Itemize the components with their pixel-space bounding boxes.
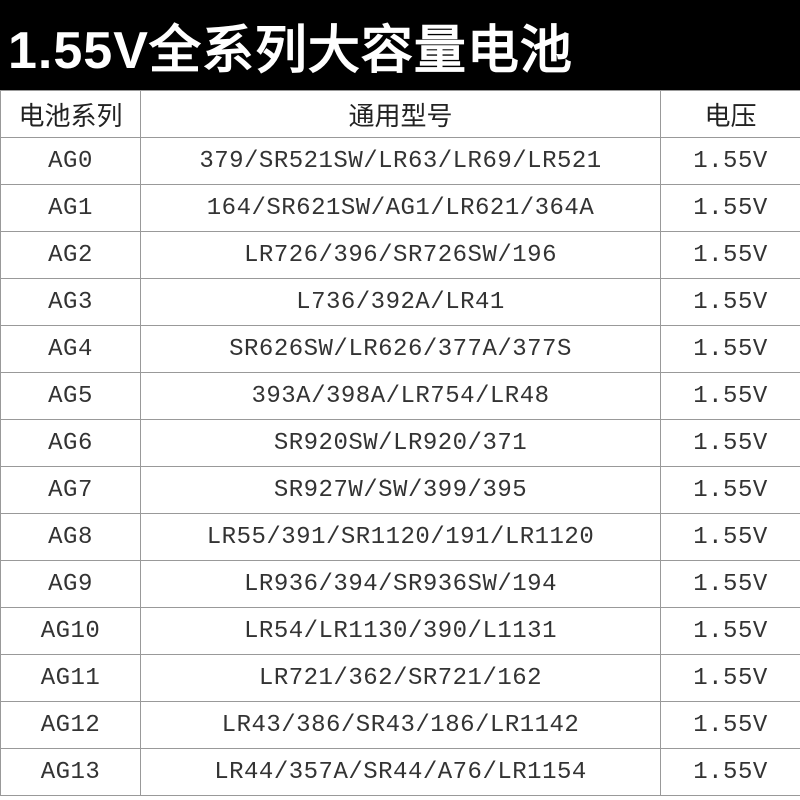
cell-voltage: 1.55V bbox=[661, 561, 800, 608]
table-row: AG12LR43/386/SR43/186/LR11421.55V bbox=[1, 702, 800, 749]
table-row: AG3L736/392A/LR411.55V bbox=[1, 279, 800, 326]
cell-voltage: 1.55V bbox=[661, 232, 800, 279]
cell-voltage: 1.55V bbox=[661, 420, 800, 467]
cell-voltage: 1.55V bbox=[661, 138, 800, 185]
table-row: AG2LR726/396/SR726SW/1961.55V bbox=[1, 232, 800, 279]
cell-series: AG8 bbox=[1, 514, 141, 561]
cell-voltage: 1.55V bbox=[661, 655, 800, 702]
cell-series: AG4 bbox=[1, 326, 141, 373]
cell-series: AG7 bbox=[1, 467, 141, 514]
page-title: 1.55V全系列大容量电池 bbox=[0, 0, 800, 90]
cell-model: SR920SW/LR920/371 bbox=[141, 420, 661, 467]
table-row: AG13LR44/357A/SR44/A76/LR11541.55V bbox=[1, 749, 800, 796]
cell-model: SR626SW/LR626/377A/377S bbox=[141, 326, 661, 373]
cell-voltage: 1.55V bbox=[661, 373, 800, 420]
cell-series: AG9 bbox=[1, 561, 141, 608]
cell-series: AG13 bbox=[1, 749, 141, 796]
cell-series: AG3 bbox=[1, 279, 141, 326]
battery-table: 电池系列 通用型号 电压 AG0379/SR521SW/LR63/LR69/LR… bbox=[0, 90, 800, 796]
table-row: AG11LR721/362/SR721/1621.55V bbox=[1, 655, 800, 702]
cell-series: AG1 bbox=[1, 185, 141, 232]
table-row: AG6SR920SW/LR920/3711.55V bbox=[1, 420, 800, 467]
cell-series: AG11 bbox=[1, 655, 141, 702]
table-row: AG4SR626SW/LR626/377A/377S1.55V bbox=[1, 326, 800, 373]
cell-voltage: 1.55V bbox=[661, 279, 800, 326]
header-model: 通用型号 bbox=[141, 91, 661, 138]
cell-series: AG10 bbox=[1, 608, 141, 655]
cell-voltage: 1.55V bbox=[661, 185, 800, 232]
header-series: 电池系列 bbox=[1, 91, 141, 138]
table-row: AG10LR54/LR1130/390/L11311.55V bbox=[1, 608, 800, 655]
cell-series: AG2 bbox=[1, 232, 141, 279]
cell-series: AG0 bbox=[1, 138, 141, 185]
cell-voltage: 1.55V bbox=[661, 467, 800, 514]
cell-voltage: 1.55V bbox=[661, 608, 800, 655]
cell-voltage: 1.55V bbox=[661, 326, 800, 373]
table-row: AG0379/SR521SW/LR63/LR69/LR5211.55V bbox=[1, 138, 800, 185]
header-voltage: 电压 bbox=[661, 91, 800, 138]
cell-model: LR936/394/SR936SW/194 bbox=[141, 561, 661, 608]
cell-model: LR43/386/SR43/186/LR1142 bbox=[141, 702, 661, 749]
table-row: AG8LR55/391/SR1120/191/LR11201.55V bbox=[1, 514, 800, 561]
cell-model: 393A/398A/LR754/LR48 bbox=[141, 373, 661, 420]
cell-voltage: 1.55V bbox=[661, 702, 800, 749]
table-row: AG5393A/398A/LR754/LR481.55V bbox=[1, 373, 800, 420]
table-header-row: 电池系列 通用型号 电压 bbox=[1, 91, 800, 138]
cell-model: LR721/362/SR721/162 bbox=[141, 655, 661, 702]
battery-table-container: 电池系列 通用型号 电压 AG0379/SR521SW/LR63/LR69/LR… bbox=[0, 90, 800, 796]
table-row: AG9LR936/394/SR936SW/1941.55V bbox=[1, 561, 800, 608]
table-row: AG1164/SR621SW/AG1/LR621/364A1.55V bbox=[1, 185, 800, 232]
cell-model: LR54/LR1130/390/L1131 bbox=[141, 608, 661, 655]
cell-voltage: 1.55V bbox=[661, 749, 800, 796]
cell-voltage: 1.55V bbox=[661, 514, 800, 561]
cell-model: 379/SR521SW/LR63/LR69/LR521 bbox=[141, 138, 661, 185]
cell-model: L736/392A/LR41 bbox=[141, 279, 661, 326]
cell-series: AG5 bbox=[1, 373, 141, 420]
table-row: AG7SR927W/SW/399/3951.55V bbox=[1, 467, 800, 514]
cell-series: AG12 bbox=[1, 702, 141, 749]
cell-model: LR726/396/SR726SW/196 bbox=[141, 232, 661, 279]
cell-model: 164/SR621SW/AG1/LR621/364A bbox=[141, 185, 661, 232]
cell-model: LR44/357A/SR44/A76/LR1154 bbox=[141, 749, 661, 796]
cell-series: AG6 bbox=[1, 420, 141, 467]
cell-model: SR927W/SW/399/395 bbox=[141, 467, 661, 514]
cell-model: LR55/391/SR1120/191/LR1120 bbox=[141, 514, 661, 561]
